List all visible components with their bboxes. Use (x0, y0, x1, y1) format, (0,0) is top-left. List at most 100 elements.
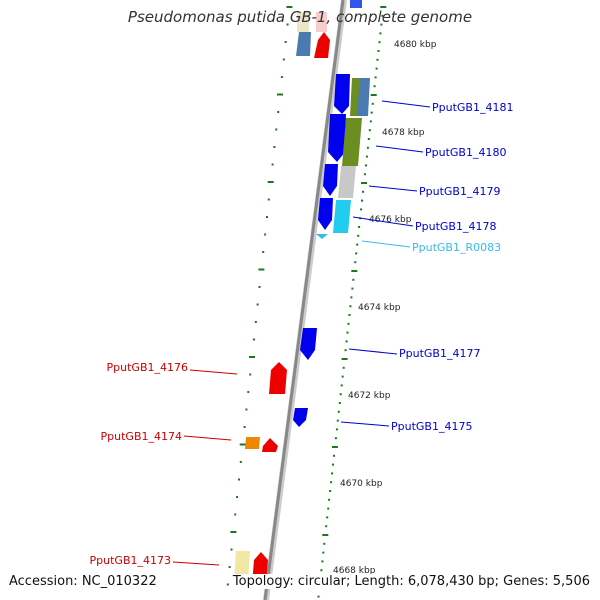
gene-feature (323, 164, 338, 196)
minor-tick (317, 595, 320, 598)
major-tick (239, 443, 246, 446)
minor-tick (365, 155, 368, 158)
label-leader-line (189, 369, 238, 375)
gene-feature (333, 200, 351, 233)
gene-label-pputgb1-4173[interactable]: PputGB1_4173 (90, 554, 171, 567)
gene-feature (338, 166, 356, 198)
scale-label: 4672 kbp (348, 391, 391, 401)
gene-label-pputgb1-4180[interactable]: PputGB1_4180 (425, 146, 506, 159)
minor-tick (275, 128, 278, 131)
minor-tick (342, 366, 345, 369)
label-leader-line (352, 216, 414, 227)
label-leader-line (381, 100, 431, 108)
minor-tick (374, 76, 377, 79)
major-tick (249, 356, 255, 358)
minor-tick (368, 129, 371, 132)
gene-feature (269, 362, 287, 394)
gene-label-pputgb1-4176[interactable]: PputGB1_4176 (107, 361, 188, 374)
gene-label-pputgb1-r0083[interactable]: PputGB1_R0083 (412, 241, 501, 254)
minor-tick (340, 384, 343, 387)
minor-tick (360, 208, 363, 211)
gene-feature (314, 32, 330, 58)
minor-tick (335, 428, 338, 431)
minor-tick (320, 569, 323, 572)
gene-feature-group-top (296, 0, 362, 58)
minor-tick (381, 14, 384, 17)
major-tick (322, 534, 329, 536)
scale-label: 4668 kbp (333, 566, 376, 576)
gene-feature (357, 78, 370, 116)
minor-tick (277, 111, 280, 113)
rna-feature (316, 234, 328, 239)
minor-tick (341, 375, 344, 378)
scale-label: 4674 kbp (358, 303, 401, 313)
minor-tick (339, 393, 342, 396)
accession-text: Accession: NC_010322 (7, 574, 159, 589)
minor-tick (286, 23, 289, 26)
gene-feature (342, 118, 362, 166)
major-tick (258, 268, 265, 271)
minor-tick (367, 138, 370, 140)
gene-feature (334, 74, 350, 114)
minor-tick (329, 490, 332, 492)
gene-label-pputgb1-4175[interactable]: PputGB1_4175 (391, 420, 472, 433)
label-leader-line (183, 435, 232, 441)
minor-tick (352, 278, 355, 281)
gene-label-pputgb1-4178[interactable]: PputGB1_4178 (415, 220, 496, 233)
minor-tick (358, 226, 361, 228)
label-leader-line (368, 185, 418, 192)
label-leader-line (375, 145, 424, 153)
genome-backbone (263, 0, 347, 600)
major-tick (331, 446, 338, 448)
minor-tick (252, 338, 255, 341)
gene-label-pputgb1-4174[interactable]: PputGB1_4174 (101, 430, 182, 443)
gene-feature (350, 0, 362, 8)
minor-tick (230, 548, 233, 551)
minor-tick (273, 146, 276, 148)
minor-tick (264, 233, 267, 236)
minor-tick (377, 50, 380, 52)
gene-label-pputgb1-4177[interactable]: PputGB1_4177 (399, 347, 480, 360)
minor-tick (282, 58, 285, 61)
major-tick (370, 94, 377, 96)
gene-feature-group-reverse (234, 362, 287, 585)
minor-tick (337, 410, 340, 413)
minor-tick (378, 41, 381, 44)
minor-tick (323, 542, 326, 545)
label-leader-line (172, 561, 220, 566)
reverse-gene-labels: PputGB1_4176 PputGB1_4174 PputGB1_4173 (90, 361, 238, 567)
minor-tick (366, 146, 369, 149)
gene-label-pputgb1-4181[interactable]: PputGB1_4181 (432, 101, 513, 114)
minor-tick (331, 472, 333, 475)
minor-tick (256, 303, 259, 306)
gene-feature (297, 12, 309, 32)
label-leader-line (361, 240, 411, 248)
minor-tick (346, 331, 349, 334)
inner-tick-ring (226, 6, 293, 586)
gene-feature (318, 198, 333, 230)
minor-tick (363, 173, 366, 176)
topology-text: Topology: circular; Length: 6,078,430 bp… (230, 574, 592, 589)
outer-tick-ring (317, 6, 387, 598)
label-leader-line (348, 348, 398, 355)
gene-feature (296, 32, 311, 56)
minor-tick (236, 496, 239, 498)
major-tick (267, 181, 274, 183)
minor-tick (373, 85, 376, 88)
minor-tick (262, 251, 265, 253)
minor-tick (334, 437, 337, 440)
gene-label-pputgb1-4179[interactable]: PputGB1_4179 (419, 185, 500, 198)
major-tick (286, 6, 293, 8)
minor-tick (234, 513, 237, 516)
minor-tick (325, 525, 328, 528)
minor-tick (350, 296, 353, 299)
gene-feature (300, 328, 317, 360)
scale-label: 4678 kbp (382, 128, 425, 138)
minor-tick (357, 234, 360, 237)
minor-tick (376, 58, 379, 61)
minor-tick (356, 243, 359, 246)
minor-tick (345, 340, 348, 343)
minor-tick (238, 478, 240, 481)
minor-tick (271, 163, 274, 166)
minor-tick (321, 560, 324, 563)
